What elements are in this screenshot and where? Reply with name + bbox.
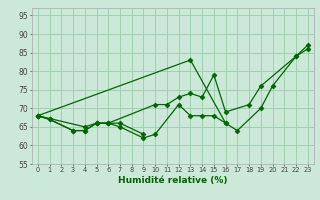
- X-axis label: Humidité relative (%): Humidité relative (%): [118, 176, 228, 185]
